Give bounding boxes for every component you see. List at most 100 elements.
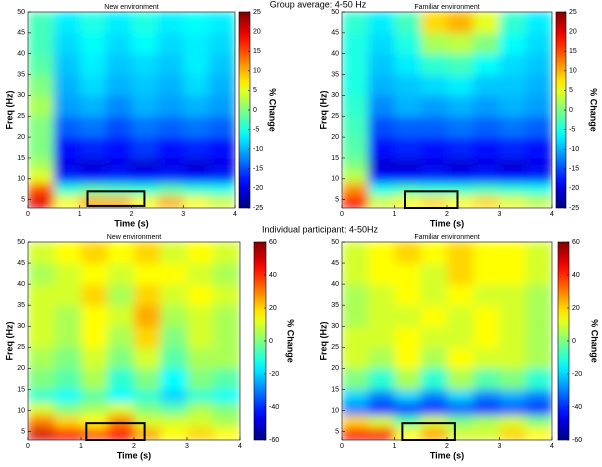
x-tick-label: 2 xyxy=(445,211,449,218)
plot-area xyxy=(28,242,240,440)
heatmap-cell xyxy=(473,242,500,264)
heatmap-cell xyxy=(81,427,108,440)
heatmap-cell xyxy=(183,116,210,138)
x-tick-label: 3 xyxy=(181,211,185,218)
heatmap-cell xyxy=(160,347,188,369)
heatmap-cell xyxy=(473,95,500,117)
heatmap-cell xyxy=(28,427,55,440)
x-tick-label: 2 xyxy=(132,443,136,450)
heatmap-cell xyxy=(394,32,422,55)
heatmap-cell xyxy=(368,242,395,264)
heatmap-cell xyxy=(499,347,527,369)
heatmap-cell xyxy=(213,402,240,416)
heatmap-cell xyxy=(157,12,184,34)
colorbar-tick-label: 5 xyxy=(253,87,257,94)
heatmap-cell xyxy=(53,12,81,34)
heatmap-cell xyxy=(499,195,527,208)
y-tick-label: 35 xyxy=(17,302,25,309)
heatmap-cell xyxy=(342,74,369,96)
colorbar-tick-label: -20 xyxy=(269,371,279,378)
colorbar-tick-label: -10 xyxy=(253,146,263,153)
heatmap-cell xyxy=(187,368,214,390)
colorbar-tick-label: 20 xyxy=(569,28,577,35)
heatmap-cell xyxy=(107,284,135,306)
heatmap-cell xyxy=(447,284,474,306)
heatmap-cell xyxy=(447,368,474,390)
heatmap-cell xyxy=(54,242,82,264)
heatmap-cell xyxy=(473,53,500,76)
y-tick-label: 40 xyxy=(331,281,339,288)
heatmap-cell xyxy=(394,402,422,416)
heatmap-cell xyxy=(160,427,188,440)
heatmap-cell xyxy=(183,195,210,208)
heatmap-cell xyxy=(157,95,184,117)
heatmap-cell xyxy=(525,95,552,117)
heatmap-cell xyxy=(28,402,55,416)
heatmap-cell xyxy=(525,137,552,159)
y-tick-label: 45 xyxy=(17,260,25,267)
heatmap-cell xyxy=(54,284,82,306)
colorbar-tick-label: -25 xyxy=(253,205,263,212)
heatmap-cell xyxy=(134,427,161,440)
heatmap-cell xyxy=(420,195,448,208)
colorbar-tick-label: -40 xyxy=(269,404,279,411)
heatmap-cell xyxy=(447,116,474,138)
heatmap-cell xyxy=(499,116,527,138)
x-tick-label: 1 xyxy=(393,211,397,218)
heatmap-cell xyxy=(157,170,184,184)
heatmap-cell xyxy=(28,137,55,159)
heatmap-cell xyxy=(131,157,158,171)
x-tick-label: 3 xyxy=(498,443,502,450)
heatmap-cell xyxy=(187,427,214,440)
heatmap-cell xyxy=(342,137,369,159)
heatmap-cell xyxy=(368,170,395,184)
heatmap-cell xyxy=(525,32,552,55)
y-axis-label: Freq (Hz) xyxy=(4,91,14,130)
heatmap-cell xyxy=(525,12,552,34)
heatmap-cell xyxy=(131,12,158,34)
heatmap-cell xyxy=(209,182,235,196)
plot-area xyxy=(342,12,552,208)
heatmap-cell xyxy=(134,402,161,416)
y-axis-label: Freq (Hz) xyxy=(318,322,328,361)
chart-title: Familiar environment xyxy=(414,4,479,11)
x-tick-label: 1 xyxy=(78,211,82,218)
heatmap-cell xyxy=(53,53,81,76)
heatmap-cell xyxy=(54,427,82,440)
heatmap-cell xyxy=(473,157,500,171)
heatmap-cell xyxy=(157,32,184,55)
heatmap-cell xyxy=(394,157,422,171)
heatmap-cell xyxy=(473,326,500,348)
heatmap-cell xyxy=(134,368,161,390)
heatmap-cell xyxy=(525,389,552,403)
x-tick-label: 0 xyxy=(26,443,30,450)
heatmap-cell xyxy=(368,284,395,306)
heatmap-cell xyxy=(28,116,55,138)
heatmap-cell xyxy=(525,157,552,171)
heatmap-cell xyxy=(187,347,214,369)
heatmap-cell xyxy=(447,12,474,34)
x-axis-label: Time (s) xyxy=(114,218,148,228)
colorbar-tick-label: 25 xyxy=(569,9,577,16)
heatmap-cell xyxy=(53,32,81,55)
heatmap-cell xyxy=(28,195,55,208)
heatmap xyxy=(28,12,235,208)
heatmap-cell xyxy=(183,157,210,171)
colorbar-tick-label: -40 xyxy=(572,404,582,411)
heatmap-cell xyxy=(209,95,235,117)
heatmap-cell xyxy=(499,137,527,159)
heatmap-cell xyxy=(525,53,552,76)
heatmap-cell xyxy=(525,305,552,327)
heatmap-cell xyxy=(53,182,81,196)
y-tick-label: 5 xyxy=(21,197,25,204)
heatmap-cell xyxy=(53,95,81,117)
heatmap-cell xyxy=(525,347,552,369)
heatmap-cell xyxy=(209,195,235,208)
heatmap-cell xyxy=(499,170,527,184)
heatmap-cell xyxy=(107,427,135,440)
heatmap-cell xyxy=(81,326,108,348)
heatmap-cell xyxy=(420,170,448,184)
y-tick-label: 25 xyxy=(331,113,339,120)
heatmap-cell xyxy=(525,182,552,196)
colorbar-tick-label: 25 xyxy=(253,9,261,16)
